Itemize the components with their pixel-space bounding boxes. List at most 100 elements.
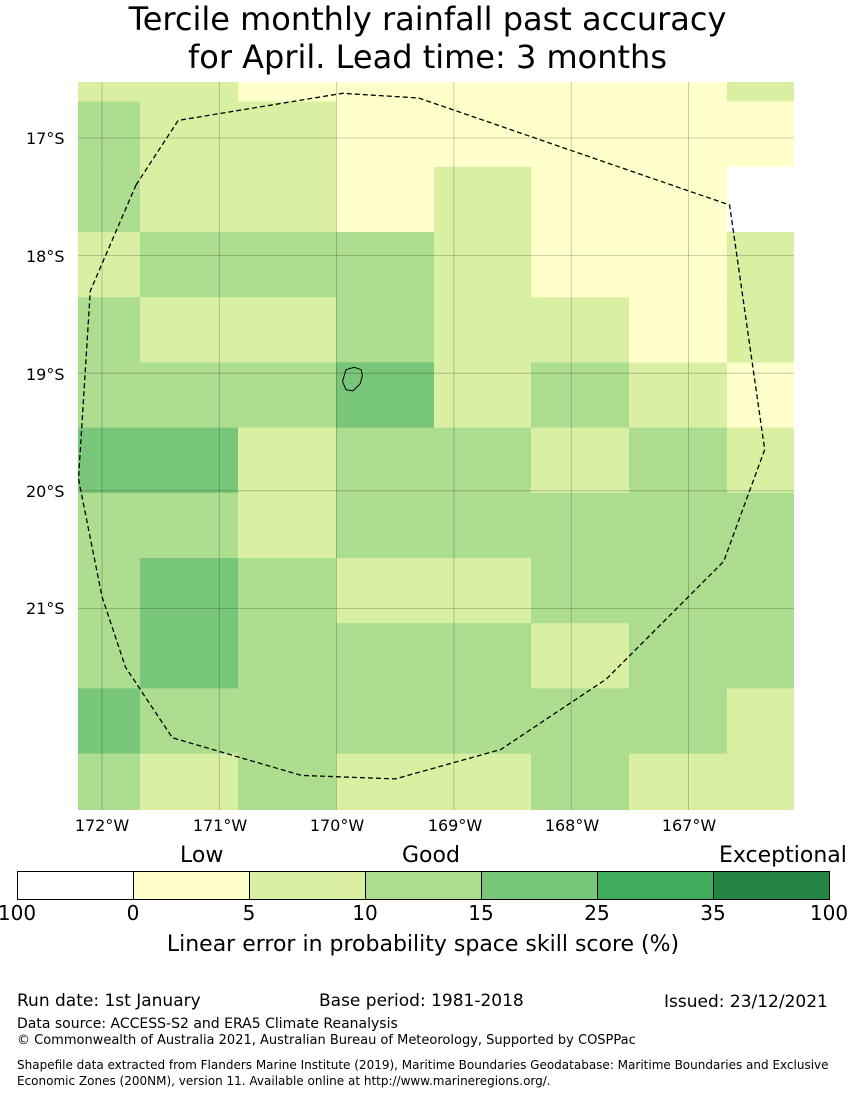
grid-cell bbox=[78, 753, 141, 810]
grid-cell bbox=[78, 558, 141, 624]
grid-cell bbox=[140, 558, 239, 624]
grid-cell bbox=[336, 492, 435, 559]
copyright-notice: © Commonwealth of Australia 2021, Austra… bbox=[17, 1033, 636, 1048]
grid-cell bbox=[78, 427, 141, 494]
grid-cell bbox=[629, 688, 728, 755]
colorbar-tick-1: 0 bbox=[126, 901, 140, 925]
grid-cell bbox=[727, 492, 794, 559]
grid-cell bbox=[336, 558, 435, 624]
lon-label-172w: 172°W bbox=[74, 816, 130, 835]
grid-cell bbox=[629, 166, 728, 233]
grid-cell bbox=[434, 688, 532, 755]
grid-cell bbox=[140, 753, 239, 810]
grid-cell bbox=[336, 232, 435, 298]
map-title: Tercile monthly rainfall past accuracy f… bbox=[0, 0, 855, 76]
grid-cell bbox=[629, 101, 728, 168]
colorbar-segment bbox=[133, 871, 250, 900]
grid-cell bbox=[531, 232, 630, 298]
lat-label-21s: 21°S bbox=[26, 599, 65, 618]
grid-cell bbox=[238, 232, 337, 298]
grid-cell bbox=[238, 558, 337, 624]
skill-score-map bbox=[78, 82, 794, 810]
grid-cell bbox=[78, 101, 141, 168]
grid-cell bbox=[629, 82, 728, 103]
grid-cell bbox=[531, 427, 630, 494]
grid-cell bbox=[629, 623, 728, 689]
grid-cell bbox=[629, 232, 728, 298]
grid-cell bbox=[727, 297, 794, 363]
category-good: Good bbox=[402, 843, 460, 868]
grid-cell bbox=[629, 753, 728, 810]
grid-cell bbox=[140, 427, 239, 494]
grid-cell bbox=[238, 753, 337, 810]
colorbar-tick-5: 25 bbox=[584, 901, 610, 925]
grid-cell bbox=[140, 82, 239, 103]
grid-cell bbox=[531, 166, 630, 233]
grid-cell bbox=[531, 492, 630, 559]
grid-cell bbox=[531, 688, 630, 755]
lon-label-168w: 168°W bbox=[544, 816, 600, 835]
colorbar-segment bbox=[481, 871, 598, 900]
grid-cell bbox=[336, 166, 435, 233]
category-exceptional: Exceptional bbox=[719, 843, 847, 868]
grid-cell bbox=[434, 427, 532, 494]
grid-cell bbox=[629, 427, 728, 494]
lat-label-18s: 18°S bbox=[26, 247, 65, 266]
grid-cell bbox=[336, 362, 435, 429]
colorbar-tick-2: 5 bbox=[242, 901, 256, 925]
grid-cell bbox=[629, 492, 728, 559]
shapefile-note: Shapefile data extracted from Flanders M… bbox=[17, 1058, 829, 1088]
colorbar-tick-6: 35 bbox=[700, 901, 726, 925]
run-date: Run date: 1st January bbox=[17, 991, 201, 1011]
lon-label-169w: 169°W bbox=[427, 816, 483, 835]
grid-cell bbox=[434, 362, 532, 429]
grid-cell bbox=[140, 688, 239, 755]
grid-cell bbox=[727, 166, 794, 233]
grid-cell bbox=[336, 297, 435, 363]
category-low: Low bbox=[180, 843, 224, 868]
grid-cell bbox=[727, 688, 794, 755]
data-source: Data source: ACCESS-S2 and ERA5 Climate … bbox=[17, 1016, 398, 1032]
grid-cell bbox=[78, 362, 141, 429]
grid-cell bbox=[727, 753, 794, 810]
title-line-1: Tercile monthly rainfall past accuracy bbox=[128, 0, 727, 38]
grid-cell bbox=[238, 427, 337, 494]
grid-cell bbox=[531, 82, 630, 103]
grid-cell bbox=[531, 558, 630, 624]
colorbar bbox=[17, 871, 830, 900]
grid-cell bbox=[531, 753, 630, 810]
lat-label-19s: 19°S bbox=[26, 365, 65, 384]
grid-cell bbox=[78, 82, 141, 103]
niue-island-outline bbox=[341, 366, 363, 392]
grid-cell bbox=[727, 101, 794, 168]
lon-label-167w: 167°W bbox=[661, 816, 717, 835]
grid-cell bbox=[434, 492, 532, 559]
eez-boundary bbox=[78, 92, 766, 780]
grid-cell bbox=[727, 362, 794, 429]
colorbar-segment bbox=[597, 871, 714, 900]
grid-cell bbox=[78, 623, 141, 689]
grid-cells bbox=[78, 82, 794, 810]
grid-cell bbox=[140, 232, 239, 298]
grid-cell bbox=[629, 558, 728, 624]
grid-cell bbox=[336, 82, 435, 103]
grid-cell bbox=[434, 558, 532, 624]
grid-cell bbox=[140, 623, 239, 689]
grid-cell bbox=[238, 362, 337, 429]
graticule-lines bbox=[78, 82, 794, 810]
colorbar-tick-0: 100 bbox=[0, 901, 37, 925]
lon-label-171w: 171°W bbox=[192, 816, 248, 835]
grid-cell bbox=[78, 166, 141, 233]
grid-cell bbox=[336, 623, 435, 689]
grid-cell bbox=[531, 362, 630, 429]
grid-cell bbox=[140, 297, 239, 363]
grid-cell bbox=[434, 623, 532, 689]
colorbar-segment bbox=[365, 871, 482, 900]
grid-cell bbox=[531, 101, 630, 168]
grid-cell bbox=[238, 492, 337, 559]
issued-date: Issued: 23/12/2021 bbox=[664, 992, 828, 1012]
grid-cell bbox=[434, 753, 532, 810]
grid-cell bbox=[238, 688, 337, 755]
grid-cell bbox=[140, 166, 239, 233]
grid-cell bbox=[78, 492, 141, 559]
